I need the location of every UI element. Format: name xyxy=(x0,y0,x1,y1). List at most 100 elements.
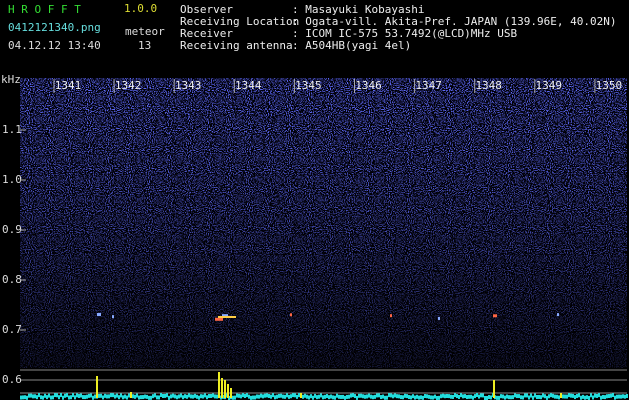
activity xyxy=(600,395,602,400)
activity xyxy=(370,394,372,399)
activity xyxy=(352,393,354,398)
activity xyxy=(406,394,408,399)
activity xyxy=(338,394,340,399)
activity xyxy=(474,394,476,399)
activity xyxy=(258,394,260,399)
activity xyxy=(26,395,28,400)
activity xyxy=(48,393,50,398)
activity xyxy=(586,395,588,400)
activity xyxy=(518,394,520,399)
activity xyxy=(354,394,356,399)
activity xyxy=(88,393,90,398)
activity xyxy=(104,393,106,398)
meteor-label: meteor xyxy=(125,25,165,38)
activity xyxy=(508,395,510,400)
activity xyxy=(98,393,100,398)
activity xyxy=(164,393,166,398)
time-tick-label: 1344 xyxy=(235,79,262,92)
activity xyxy=(320,393,322,398)
echo xyxy=(290,313,292,317)
activity xyxy=(496,395,498,400)
activity xyxy=(118,395,120,400)
info-label: Receiver xyxy=(180,27,233,40)
activity xyxy=(274,395,276,400)
activity xyxy=(580,395,582,400)
activity xyxy=(318,394,320,399)
activity xyxy=(546,395,548,400)
activity xyxy=(232,395,234,400)
activity xyxy=(450,394,452,399)
activity xyxy=(558,395,560,400)
activity xyxy=(280,393,282,398)
activity xyxy=(538,394,540,399)
activity xyxy=(142,395,144,400)
activity xyxy=(458,394,460,399)
activity xyxy=(364,394,366,399)
activity xyxy=(500,394,502,399)
activity xyxy=(386,395,388,400)
activity xyxy=(82,395,84,400)
activity xyxy=(216,394,218,399)
activity xyxy=(608,394,610,399)
spectrogram xyxy=(20,78,627,368)
activity xyxy=(128,393,130,398)
activity xyxy=(564,394,566,399)
activity xyxy=(342,394,344,399)
activity xyxy=(514,393,516,398)
activity xyxy=(126,395,128,400)
activity xyxy=(54,393,56,398)
date-time: 04.12.12 13:40 xyxy=(8,39,101,52)
activity xyxy=(534,393,536,398)
echo xyxy=(215,317,223,321)
info-label: Receiving Location xyxy=(180,15,299,28)
activity xyxy=(412,394,414,399)
activity xyxy=(596,393,598,398)
activity xyxy=(148,395,150,400)
time-tick-label: 1350 xyxy=(596,79,623,92)
activity xyxy=(590,393,592,398)
activity xyxy=(124,394,126,399)
activity xyxy=(602,394,604,399)
activity xyxy=(398,394,400,399)
activity xyxy=(444,394,446,399)
activity xyxy=(144,394,146,399)
activity xyxy=(576,394,578,399)
activity xyxy=(570,393,572,398)
activity xyxy=(100,393,102,398)
info-label: Receiving antenna xyxy=(180,39,293,52)
echo xyxy=(390,314,392,318)
activity xyxy=(418,395,420,400)
axes: 1341 1342 1343 1344 1345 1346 1347 1348 1349 1350… xyxy=(2,79,622,336)
file-name: 0412121340.png xyxy=(8,21,101,34)
activity xyxy=(38,393,40,398)
activity xyxy=(132,394,134,399)
echo xyxy=(112,315,114,319)
activity xyxy=(356,395,358,400)
activity xyxy=(94,394,96,399)
activity xyxy=(262,394,264,399)
activity xyxy=(196,394,198,399)
activity xyxy=(86,394,88,399)
activity xyxy=(618,394,620,399)
activity xyxy=(584,395,586,400)
activity xyxy=(374,394,376,399)
activity xyxy=(186,394,188,399)
activity xyxy=(396,394,398,399)
activity xyxy=(70,395,72,400)
activity xyxy=(566,394,568,399)
activity xyxy=(56,393,58,398)
activity xyxy=(210,393,212,398)
activity xyxy=(170,394,172,399)
activity xyxy=(446,393,448,398)
activity xyxy=(256,394,258,399)
activity xyxy=(114,394,116,399)
activity xyxy=(578,393,580,398)
activity xyxy=(426,394,428,399)
activity xyxy=(110,393,112,398)
activity xyxy=(24,395,26,400)
activity xyxy=(116,393,118,398)
info-value: : ICOM IC-575 53.7492(@LCD)MHz USB xyxy=(292,27,518,40)
spectrogram-fade xyxy=(20,78,627,368)
activity xyxy=(582,394,584,399)
